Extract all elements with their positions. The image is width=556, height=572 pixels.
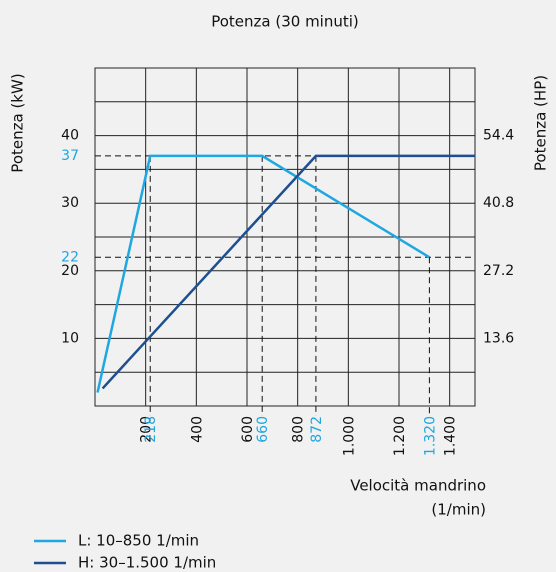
y2-tick-label: 54.4 <box>483 128 514 144</box>
y-tick-label: 20 <box>61 263 79 279</box>
series-line <box>101 154 475 390</box>
x-tick-label: 400 <box>189 416 205 443</box>
y2-axis-label: Potenza (HP) <box>532 75 550 171</box>
x-tick-label: 600 <box>240 416 256 443</box>
y2-tick-label: 40.8 <box>483 195 514 211</box>
legend-label: L: 10–850 1/min <box>78 532 199 550</box>
x-tick-label: 1.400 <box>443 416 459 456</box>
x-marker-label: 660 <box>255 416 271 443</box>
x-marker-label: 1.320 <box>422 416 438 456</box>
legend-label: H: 30–1.500 1/min <box>78 554 216 572</box>
x-marker-label: 872 <box>309 416 325 443</box>
x-tick-label: 1.000 <box>341 416 357 456</box>
y2-tick-label: 13.6 <box>483 330 514 346</box>
y-axis-label: Potenza (kW) <box>9 73 27 172</box>
x-tick-label: 800 <box>291 416 307 443</box>
y2-tick-label: 27.2 <box>483 263 514 279</box>
x-axis-label: Velocità mandrino <box>350 477 486 495</box>
series-line <box>96 154 431 393</box>
y-tick-label: 30 <box>61 195 79 211</box>
x-marker-label: 218 <box>143 416 159 443</box>
x-axis-label: (1/min) <box>431 501 486 519</box>
chart-title: Potenza (30 minuti) <box>211 13 359 31</box>
x-tick-label: 200 <box>139 416 155 443</box>
y-tick-label: 10 <box>61 330 79 346</box>
y-tick-label: 40 <box>61 128 79 144</box>
y-marker-label: 22 <box>61 249 79 265</box>
y-marker-label: 37 <box>61 148 79 164</box>
x-tick-label: 1.200 <box>392 416 408 456</box>
